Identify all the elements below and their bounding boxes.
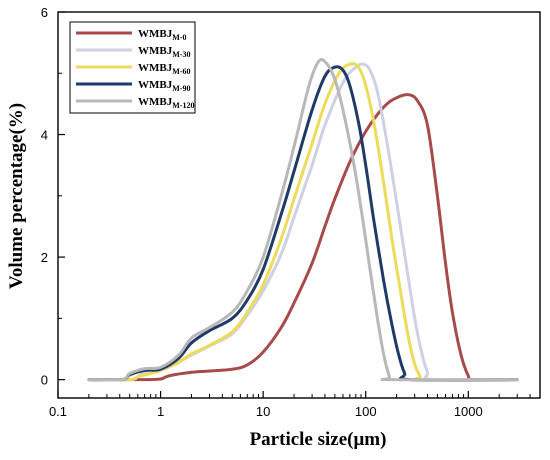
y-tick-label: 0 [41,373,48,388]
series-line-m-90 [87,65,519,382]
series-line-m-120 [87,58,519,382]
legend-label: WMBJM-90 [138,79,190,93]
y-axis-title: Volume percentage(%) [6,103,27,289]
x-axis-title: Particle size(μm) [250,429,387,450]
plot-frame [57,11,541,399]
x-tick-label: 1000 [454,404,483,419]
legend-label: WMBJM-60 [138,62,190,76]
legend-label: WMBJM-30 [138,45,190,59]
y-tick-label: 4 [41,128,48,143]
plot-area [57,11,541,399]
x-tick-label: 10 [256,404,270,419]
series-line-m-0 [87,93,519,382]
legend-label: WMBJM-0 [138,28,186,42]
axis-ticks: 0.1 1 10 100 1000 0 2 4 6 [41,5,531,419]
series-line-m-60 [87,62,519,382]
legend: WMBJM-0 WMBJM-30 WMBJM-60 WMBJM-90 WMBJM-120 [69,21,196,114]
x-tick-label: 100 [355,404,377,419]
x-tick-label: 0.1 [49,404,67,419]
legend-label: WMBJM-120 [138,96,194,110]
y-tick-label: 2 [41,250,48,265]
series-curves [87,58,519,382]
x-tick-label: 1 [157,404,164,419]
y-tick-label: 6 [41,5,48,20]
